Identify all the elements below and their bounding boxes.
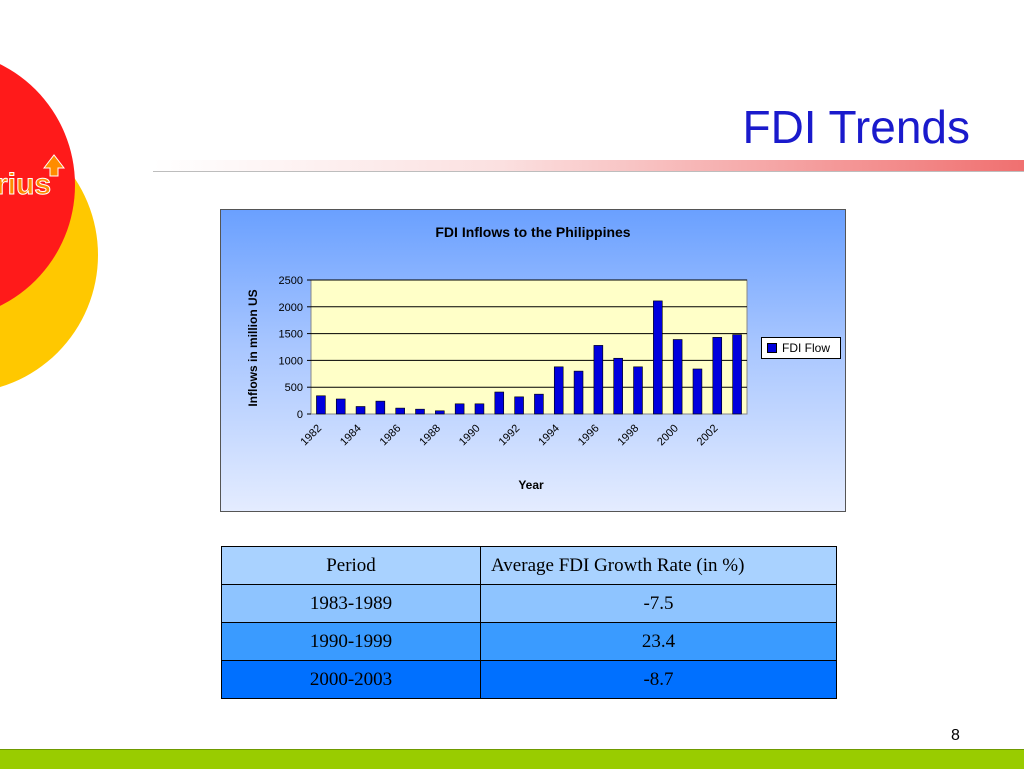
table-row: 2000-2003 -8.7 — [221, 660, 837, 699]
x-tick-label: 1994 — [536, 422, 562, 448]
table-header-row: Period Average FDI Growth Rate (in %) — [221, 546, 837, 585]
x-tick-label: 1990 — [457, 422, 483, 448]
y-tick-label: 2500 — [279, 275, 303, 287]
bar-2002 — [712, 337, 723, 415]
bar-1991 — [494, 391, 505, 415]
y-tick-label: 2000 — [279, 302, 303, 314]
bar-1988 — [435, 410, 445, 415]
table-row: 1990-1999 23.4 — [221, 622, 837, 661]
bar-1989 — [454, 403, 465, 415]
title-rule — [153, 160, 1024, 172]
bar-1990 — [474, 403, 485, 415]
chart-title: FDI Inflows to the Philippines — [435, 224, 630, 240]
header-period: Period — [221, 546, 481, 585]
x-axis-label: Year — [518, 478, 544, 492]
x-tick-label: 2002 — [695, 422, 721, 448]
decorative-circles — [0, 64, 98, 388]
bar-1994 — [553, 366, 564, 415]
bar-2000 — [672, 339, 683, 415]
bar-1997 — [613, 357, 623, 415]
x-tick-label: 1982 — [298, 422, 324, 448]
y-tick-label: 0 — [297, 409, 303, 421]
bar-1995 — [573, 370, 584, 415]
x-tick-label: 1988 — [417, 422, 443, 448]
bar-1984 — [355, 406, 366, 415]
title-rule-line — [153, 171, 1024, 172]
chart-legend: FDI Flow — [761, 337, 841, 359]
y-tick-label: 1500 — [279, 329, 303, 341]
slide-title: FDI Trends — [742, 101, 970, 153]
x-tick-label: 2000 — [655, 422, 681, 448]
period-cell: 1990-1999 — [221, 622, 481, 661]
rate-cell: 23.4 — [480, 622, 837, 661]
period-cell: 2000-2003 — [221, 660, 481, 699]
header-growth-rate: Average FDI Growth Rate (in %) — [480, 546, 837, 585]
bar-1996 — [593, 345, 604, 415]
bar-1993 — [534, 393, 544, 415]
bar-1983 — [335, 398, 346, 415]
growth-rate-table: Period Average FDI Growth Rate (in %) 19… — [221, 546, 837, 699]
rate-cell: -7.5 — [480, 584, 837, 623]
bar-1987 — [415, 408, 425, 415]
page-number: 8 — [951, 727, 960, 744]
y-tick-label: 500 — [285, 382, 303, 394]
bar-1985 — [375, 400, 386, 415]
bar-1992 — [514, 396, 524, 415]
x-tick-label: 1998 — [615, 422, 641, 448]
chart: FDI Inflows to the Philippines 0 500 1000 1… — [220, 209, 846, 512]
logo: rius — [0, 150, 100, 202]
table-row: 1983-1989 -7.5 — [221, 584, 837, 623]
svg-text:rius: rius — [0, 168, 51, 200]
bar-1982 — [316, 395, 326, 415]
rate-cell: -8.7 — [480, 660, 837, 699]
legend-swatch — [767, 343, 777, 353]
bar-1999 — [653, 300, 663, 415]
x-tick-label: 1986 — [378, 422, 404, 448]
period-cell: 1983-1989 — [221, 584, 481, 623]
bar-1998 — [633, 366, 643, 415]
x-tick-label: 1992 — [497, 422, 523, 448]
bar-1986 — [395, 407, 405, 415]
y-tick-label: 1000 — [279, 355, 303, 367]
bar-2001 — [692, 368, 703, 415]
footer-bar — [0, 749, 1024, 769]
bar-2003 — [732, 334, 742, 415]
chart-svg: FDI Inflows to the Philippines 0 500 1000 1… — [246, 224, 748, 492]
y-axis-label: Inflows in million US — [246, 289, 260, 406]
x-tick-label: 1996 — [576, 422, 602, 448]
legend-label: FDI Flow — [782, 341, 830, 355]
x-tick-label: 1984 — [338, 422, 364, 448]
